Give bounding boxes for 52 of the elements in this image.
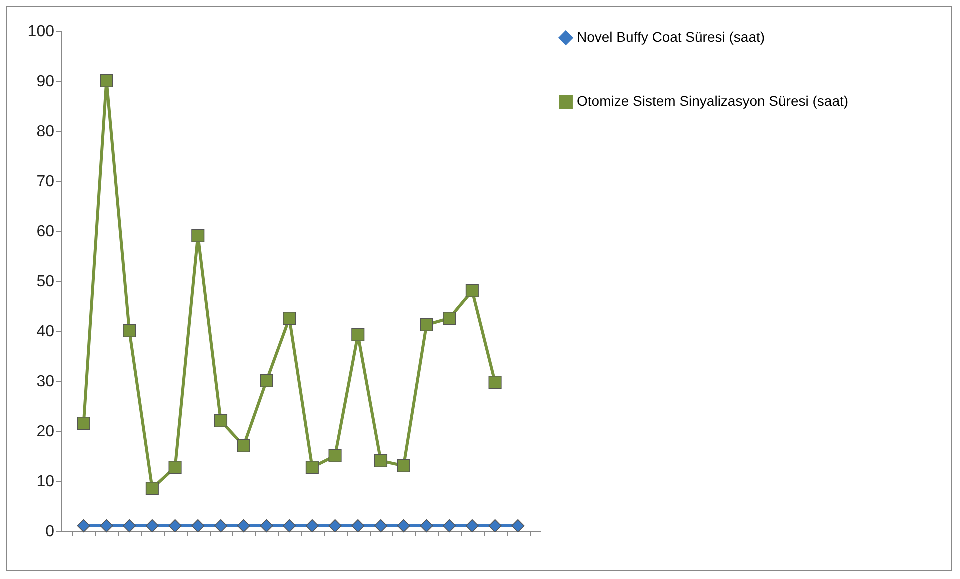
point (466, 519, 479, 533)
point (374, 454, 388, 468)
point (123, 324, 136, 338)
point (488, 519, 502, 533)
point (77, 416, 90, 430)
point (146, 482, 159, 496)
point (328, 519, 342, 533)
point (397, 459, 410, 473)
y-tick-label: 40 (36, 324, 55, 340)
point (168, 519, 182, 533)
point (306, 519, 319, 533)
point (100, 519, 114, 533)
point (306, 460, 319, 474)
point (260, 374, 274, 388)
point (214, 414, 228, 428)
y-tick-label: 90 (36, 74, 55, 90)
point (283, 519, 296, 533)
point (512, 519, 525, 533)
point (237, 439, 250, 453)
point (77, 519, 90, 533)
point (192, 519, 205, 533)
point (420, 318, 434, 332)
y-tick-label: 10 (36, 474, 55, 490)
point (283, 312, 296, 326)
legend-label: Novel Buffy Coat Süresi (saat) (577, 29, 766, 45)
point (260, 519, 274, 533)
point (488, 376, 502, 390)
point (443, 519, 456, 533)
point (352, 519, 365, 533)
point (100, 74, 114, 88)
point (168, 460, 182, 474)
point (214, 519, 228, 533)
point (237, 519, 250, 533)
point (146, 519, 159, 533)
point (352, 328, 365, 342)
point (420, 519, 434, 533)
y-tick-label: 60 (36, 224, 55, 240)
legend-label: Otomize Sistem Sinyalizasyon Süresi (saat) (577, 93, 849, 109)
y-tick-label: 50 (36, 274, 55, 290)
y-tick-label: 20 (36, 424, 55, 440)
point (466, 284, 479, 298)
y-tick-label: 70 (36, 174, 55, 190)
point (374, 519, 388, 533)
point (443, 312, 456, 326)
point (397, 519, 410, 533)
y-tick-label: 30 (36, 374, 55, 390)
point (123, 519, 136, 533)
y-tick-label: 100 (28, 24, 55, 40)
y-tick-label: 0 (46, 524, 55, 540)
point (328, 449, 342, 463)
y-tick-label: 80 (36, 124, 55, 140)
point (192, 229, 205, 243)
